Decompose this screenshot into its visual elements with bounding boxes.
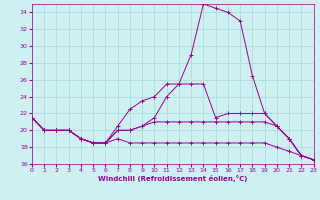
X-axis label: Windchill (Refroidissement éolien,°C): Windchill (Refroidissement éolien,°C) [98, 175, 247, 182]
